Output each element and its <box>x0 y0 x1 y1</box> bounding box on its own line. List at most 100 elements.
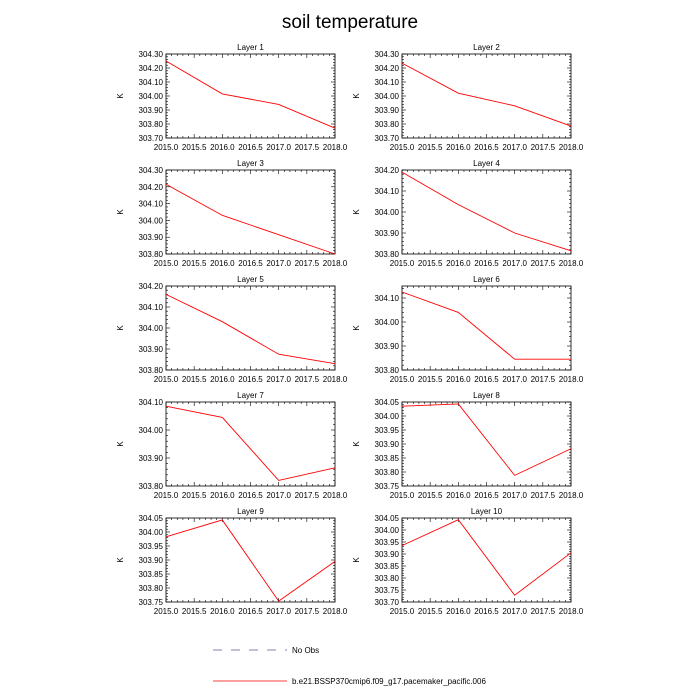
y-tick-label: 304.00 <box>375 412 400 421</box>
x-tick-label: 2015.0 <box>154 259 179 268</box>
panel-title: Layer 6 <box>473 275 500 284</box>
y-tick-label: 304.10 <box>375 294 400 303</box>
y-tick-label: 303.75 <box>375 586 400 595</box>
y-tick-label: 304.10 <box>375 78 400 87</box>
x-tick-label: 2015.5 <box>182 143 207 152</box>
series-line <box>165 183 336 255</box>
y-axis-label: K <box>116 325 125 331</box>
panel-title: Layer 3 <box>237 159 264 168</box>
x-tick-label: 2015.0 <box>390 143 415 152</box>
x-tick-label: 2017.5 <box>531 143 556 152</box>
y-tick-label: 304.20 <box>375 166 400 175</box>
y-tick-label: 304.20 <box>139 282 164 291</box>
x-tick-label: 2015.5 <box>182 607 207 616</box>
x-tick-label: 2017.0 <box>266 607 291 616</box>
x-tick-label: 2017.5 <box>295 375 320 384</box>
y-tick-label: 304.10 <box>139 303 164 312</box>
y-axis-label: K <box>352 209 361 215</box>
panel-title: Layer 9 <box>237 507 264 516</box>
y-tick-label: 304.00 <box>375 526 400 535</box>
y-tick-label: 303.90 <box>375 550 400 559</box>
y-tick-label: 303.90 <box>139 345 164 354</box>
x-tick-label: 2017.0 <box>502 143 527 152</box>
x-tick-label: 2016.5 <box>238 607 263 616</box>
x-tick-label: 2015.0 <box>154 375 179 384</box>
x-tick-label: 2017.5 <box>295 491 320 500</box>
y-tick-label: 304.05 <box>375 514 400 523</box>
y-tick-label: 303.90 <box>375 229 400 238</box>
series-line <box>401 62 572 127</box>
y-tick-label: 303.70 <box>375 598 400 607</box>
x-tick-label: 2018.0 <box>323 259 348 268</box>
x-tick-label: 2018.0 <box>323 607 348 616</box>
x-tick-label: 2017.0 <box>502 607 527 616</box>
plot-frame <box>401 401 572 487</box>
y-tick-label: 303.80 <box>139 366 164 375</box>
panel-title: Layer 7 <box>237 391 264 400</box>
panels: Layer 1 303.70 303.80 303.90 304.00 304.10 304… <box>116 43 584 616</box>
y-axis-label: K <box>116 441 125 447</box>
x-tick-label: 2017.5 <box>295 143 320 152</box>
y-axis-label: K <box>116 557 125 563</box>
y-axis-label: K <box>352 325 361 331</box>
x-tick-label: 2015.5 <box>182 259 207 268</box>
y-tick-label: 304.10 <box>139 200 164 209</box>
x-tick-label: 2015.5 <box>418 491 443 500</box>
y-tick-label: 304.10 <box>139 78 164 87</box>
x-tick-label: 2017.0 <box>266 375 291 384</box>
series-line <box>401 519 572 596</box>
x-tick-label: 2016.5 <box>474 143 499 152</box>
x-tick-label: 2018.0 <box>323 375 348 384</box>
x-tick-label: 2016.0 <box>446 607 471 616</box>
x-tick-label: 2015.0 <box>154 143 179 152</box>
x-tick-label: 2018.0 <box>323 143 348 152</box>
y-tick-label: 304.00 <box>375 318 400 327</box>
y-tick-label: 303.90 <box>139 106 164 115</box>
plot-frame <box>401 53 572 139</box>
x-tick-label: 2015.5 <box>418 143 443 152</box>
x-tick-label: 2016.0 <box>446 491 471 500</box>
y-axis-label: K <box>116 93 125 99</box>
y-tick-label: 304.30 <box>139 166 164 175</box>
y-tick-label: 303.80 <box>139 584 164 593</box>
y-axis-label: K <box>116 209 125 215</box>
x-tick-label: 2017.0 <box>502 375 527 384</box>
panel-layer-2: Layer 2 303.70 303.80 303.90 304.00 304.10 304… <box>352 43 584 152</box>
plot-frame <box>165 285 336 371</box>
y-axis-label: K <box>352 557 361 563</box>
y-tick-label: 304.00 <box>139 92 164 101</box>
series-line <box>165 519 336 602</box>
y-tick-label: 304.30 <box>139 50 164 59</box>
y-tick-label: 303.80 <box>139 250 164 259</box>
x-tick-label: 2017.0 <box>266 491 291 500</box>
y-tick-label: 303.70 <box>139 134 164 143</box>
plot-frame <box>165 53 336 139</box>
x-tick-label: 2017.0 <box>266 259 291 268</box>
panel-title: Layer 4 <box>473 159 500 168</box>
y-tick-label: 303.90 <box>375 440 400 449</box>
y-tick-label: 304.00 <box>139 528 164 537</box>
panel-title: Layer 8 <box>473 391 500 400</box>
plot-frame <box>401 169 572 255</box>
x-tick-label: 2016.0 <box>210 375 235 384</box>
y-tick-label: 304.10 <box>139 398 164 407</box>
x-tick-label: 2016.5 <box>474 491 499 500</box>
panel-layer-1: Layer 1 303.70 303.80 303.90 304.00 304.10 304… <box>116 43 348 152</box>
y-tick-label: 303.80 <box>375 574 400 583</box>
y-tick-label: 303.90 <box>139 556 164 565</box>
panel-layer-9: Layer 9 303.75 303.80 303.85 303.90 303.95 304… <box>116 507 348 616</box>
y-tick-label: 303.95 <box>375 426 400 435</box>
x-tick-label: 2018.0 <box>559 259 584 268</box>
panel-layer-3: Layer 3 303.80 303.90 304.00 304.10 304.20 304… <box>116 159 348 268</box>
x-tick-label: 2018.0 <box>559 143 584 152</box>
y-tick-label: 303.85 <box>139 570 164 579</box>
series-line <box>401 291 571 360</box>
legend-model-label: b.e21.BSSP370cmip6.f09_g17.pacemaker_pac… <box>292 677 486 686</box>
y-tick-label: 304.20 <box>139 183 164 192</box>
panel-title: Layer 5 <box>237 275 264 284</box>
y-tick-label: 304.00 <box>375 208 400 217</box>
y-tick-label: 303.95 <box>375 538 400 547</box>
figure-title: soil temperature <box>282 12 418 33</box>
y-tick-label: 303.85 <box>375 454 400 463</box>
x-tick-label: 2016.5 <box>474 259 499 268</box>
